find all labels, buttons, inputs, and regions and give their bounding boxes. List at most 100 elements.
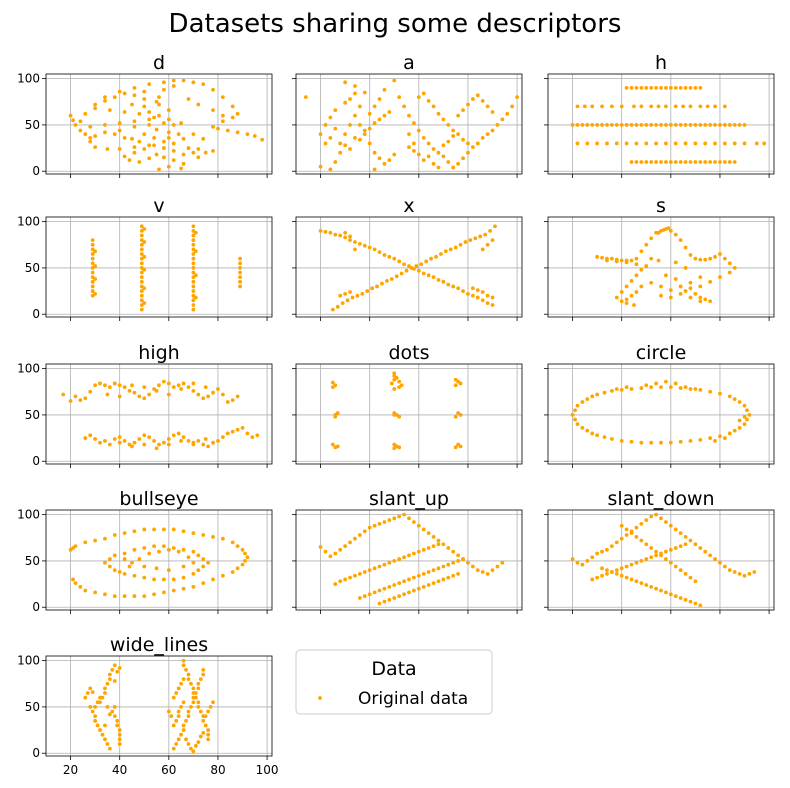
- data-point: [412, 588, 416, 593]
- data-point: [318, 545, 323, 549]
- panel-title: circle: [636, 342, 687, 364]
- data-point: [348, 234, 352, 239]
- data-point: [466, 291, 470, 296]
- data-point: [191, 289, 196, 293]
- legend-title: Data: [371, 658, 416, 680]
- data-point: [333, 414, 338, 419]
- data-point: [105, 681, 110, 686]
- data-point: [656, 258, 661, 263]
- data-point: [478, 234, 483, 239]
- axes-frame: [547, 509, 775, 611]
- data-point: [171, 141, 176, 146]
- data-point: [399, 271, 404, 276]
- data-point: [600, 255, 604, 260]
- data-point: [673, 123, 678, 127]
- data-point: [230, 115, 235, 120]
- data-point: [142, 147, 147, 151]
- data-point: [201, 718, 206, 723]
- data-point: [570, 557, 575, 561]
- data-point: [661, 228, 666, 232]
- data-point: [718, 434, 722, 439]
- data-point: [683, 123, 688, 127]
- panel-title: h: [655, 52, 667, 74]
- data-point: [122, 531, 127, 536]
- data-point: [708, 256, 713, 261]
- data-point: [439, 252, 443, 256]
- panel-title: high: [138, 342, 179, 364]
- data-point: [137, 437, 142, 441]
- data-point: [397, 414, 402, 419]
- data-point: [480, 98, 485, 103]
- data-point: [193, 295, 198, 300]
- data-point: [181, 547, 186, 552]
- data-point: [688, 160, 693, 164]
- data-point: [93, 106, 98, 111]
- data-point: [441, 279, 446, 284]
- data-point: [624, 385, 629, 390]
- data-point: [357, 104, 362, 109]
- data-point: [416, 95, 421, 100]
- data-point: [590, 394, 595, 399]
- data-point: [649, 236, 654, 241]
- data-point: [142, 575, 147, 580]
- data-point: [490, 238, 495, 243]
- y-tick-label: 50: [25, 700, 40, 714]
- data-point: [357, 123, 362, 127]
- panel-slant_down: slant_down: [544, 488, 775, 614]
- data-point: [668, 440, 673, 445]
- data-point: [335, 444, 340, 449]
- data-point: [208, 705, 213, 709]
- panel-wide_lines: wide_lines 0 50 100 20 40 60 80 100: [17, 634, 278, 777]
- data-point: [431, 104, 436, 109]
- data-point: [181, 575, 186, 580]
- data-point: [605, 123, 609, 127]
- legend: Data Original data: [295, 649, 493, 715]
- data-point: [377, 588, 382, 593]
- data-point: [693, 291, 698, 296]
- data-point: [191, 303, 196, 307]
- data-point: [95, 700, 100, 705]
- data-point: [174, 742, 179, 746]
- data-point: [600, 123, 604, 127]
- data-point: [456, 553, 461, 558]
- data-point: [103, 723, 107, 728]
- data-point: [639, 559, 644, 563]
- data-point: [644, 542, 649, 547]
- y-tick-label: 0: [32, 164, 40, 178]
- data-point: [639, 267, 644, 272]
- data-point: [668, 385, 673, 390]
- data-point: [154, 388, 159, 393]
- data-point: [698, 546, 703, 550]
- data-point: [335, 304, 340, 309]
- data-point: [142, 594, 147, 599]
- data-point: [718, 560, 722, 565]
- data-point: [139, 242, 144, 247]
- data-point: [338, 141, 343, 146]
- data-point: [186, 714, 191, 719]
- data-point: [201, 557, 206, 561]
- data-point: [330, 307, 335, 312]
- data-point: [90, 690, 95, 695]
- data-point: [668, 560, 673, 565]
- data-point: [112, 132, 117, 137]
- data-point: [659, 293, 663, 298]
- data-point: [595, 254, 600, 259]
- data-point: [649, 160, 654, 164]
- data-point: [668, 228, 673, 233]
- data-point: [644, 141, 649, 146]
- data-point: [382, 161, 387, 166]
- data-point: [377, 117, 382, 122]
- data-point: [191, 150, 196, 155]
- data-point: [191, 749, 196, 754]
- data-point: [142, 267, 147, 272]
- data-point: [698, 295, 703, 300]
- data-point: [654, 381, 658, 386]
- data-point: [470, 564, 475, 569]
- data-point: [88, 705, 93, 709]
- data-point: [103, 592, 107, 597]
- data-point: [609, 256, 614, 261]
- data-point: [664, 549, 668, 554]
- data-point: [211, 87, 215, 92]
- data-point: [323, 123, 328, 127]
- data-point: [216, 387, 220, 391]
